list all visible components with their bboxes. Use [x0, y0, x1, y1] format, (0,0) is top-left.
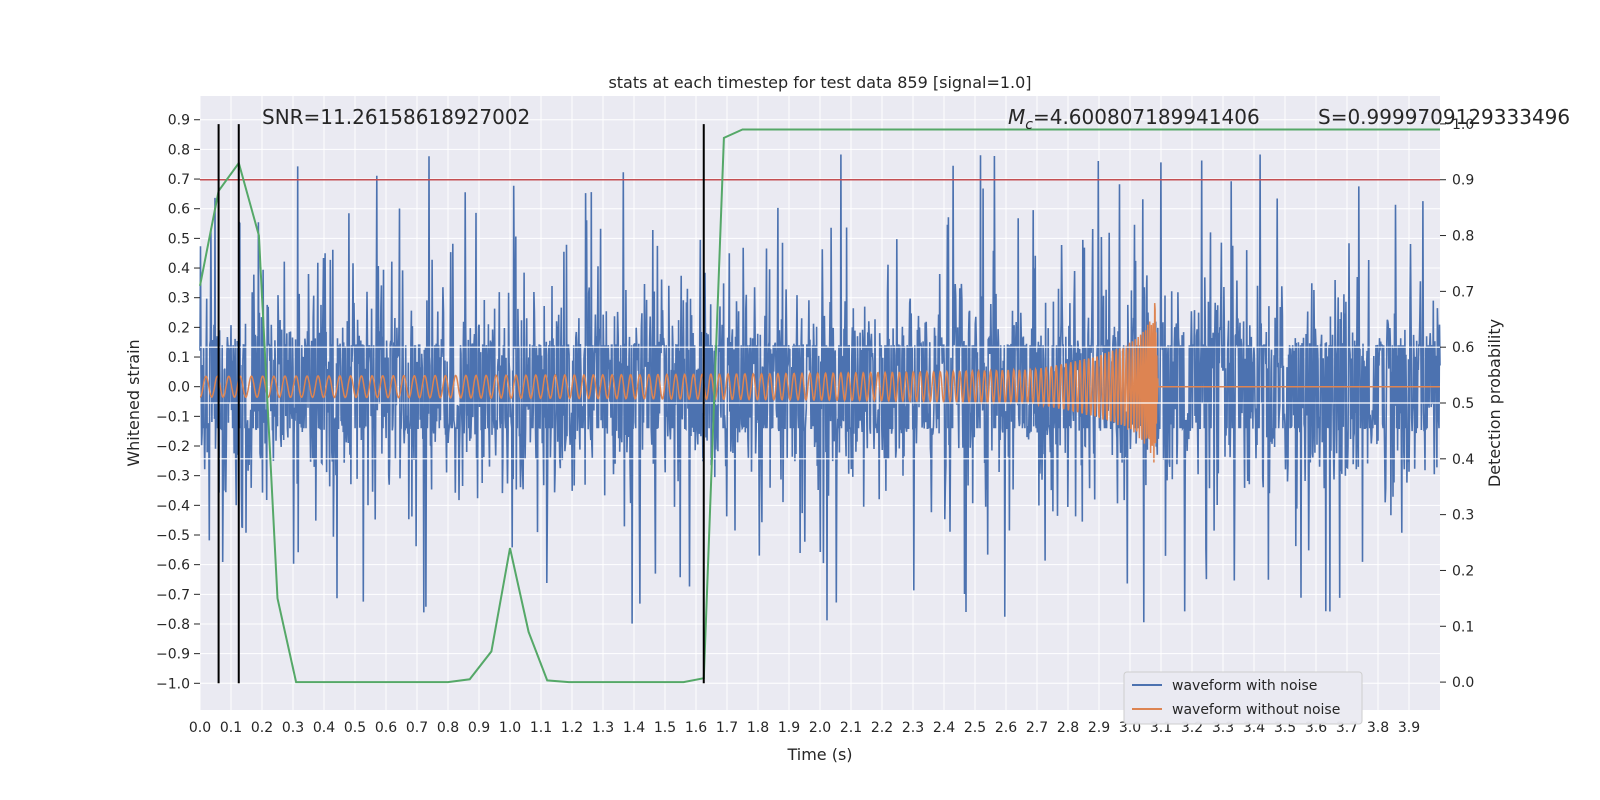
y2-tick-label-0-1: 0.1: [1452, 619, 1474, 635]
x-tick-label-2-5: 2.5: [964, 720, 986, 736]
y2-tick-label-0-4: 0.4: [1452, 452, 1474, 468]
x-tick-label-2-0: 2.0: [809, 720, 831, 736]
x-tick-label-1-7: 1.7: [716, 720, 738, 736]
y2-tick-label-1-0: 1.0: [1452, 117, 1474, 133]
x-tick-label-0-2: 0.2: [251, 720, 273, 736]
y-axis-ticks: 0.9 0.8 0.7 0.6 0.5 0.4 0.3 0.2 0.1 0.0 −0.1 −0.2 −0…: [156, 113, 200, 692]
y-tick-label-minus0-3: −0.3: [156, 469, 190, 485]
y2-tick-label-0-0: 0.0: [1452, 675, 1474, 691]
legend-label-clean: waveform without noise: [1172, 702, 1340, 718]
x-tick-label-2-1: 2.1: [840, 720, 862, 736]
vertical-markers: [217, 124, 705, 684]
x-tick-label-1-8: 1.8: [747, 720, 769, 736]
series-waveform-without-noise: [199, 303, 1440, 463]
y2-tick-label-0-6: 0.6: [1452, 340, 1474, 356]
x-axis-label: Time (s): [786, 745, 852, 764]
x-tick-label-2-3: 2.3: [902, 720, 924, 736]
x-tick-label-1-3: 1.3: [592, 720, 614, 736]
x-tick-label-0-8: 0.8: [437, 720, 459, 736]
legend-label-noise: waveform with noise: [1172, 678, 1317, 694]
y-tick-label-minus0-7: −0.7: [156, 587, 190, 603]
y2-tick-label-0-8: 0.8: [1452, 229, 1474, 245]
mc-subscript: c: [1025, 117, 1033, 133]
x-tick-label-2-2: 2.2: [871, 720, 893, 736]
y-tick-label-minus0-9: −0.9: [156, 647, 190, 663]
y-tick-label-minus0-2: −0.2: [156, 439, 190, 455]
y2-tick-label-0-3: 0.3: [1452, 508, 1474, 524]
y-tick-label-minus1-0: −1.0: [156, 676, 190, 692]
mc-symbol: M: [1008, 105, 1025, 129]
y2-axis-ticks: 1.0 0.9 0.8 0.7 0.6 0.5 0.4 0.3 0.2 0.1 0.0: [1440, 117, 1474, 691]
y2-tick-label-0-2: 0.2: [1452, 563, 1474, 579]
x-tick-label-1-0: 1.0: [499, 720, 521, 736]
noise-waveform-line: [199, 154, 1441, 624]
y-tick-label-0-7: 0.7: [168, 172, 190, 188]
y2-tick-label-0-5: 0.5: [1452, 396, 1474, 412]
s-annotation: S=0.9999709129333496: [1318, 105, 1570, 129]
x-tick-label-3-8: 3.8: [1367, 720, 1389, 736]
y2-axis-label: Detection probability: [1485, 319, 1504, 487]
x-tick-label-0-7: 0.7: [406, 720, 428, 736]
y-tick-label-0-0: 0.0: [168, 380, 190, 396]
x-tick-label-0-4: 0.4: [313, 720, 335, 736]
y-tick-label-0-6: 0.6: [168, 202, 190, 218]
x-tick-label-1-1: 1.1: [530, 720, 552, 736]
y-tick-label-0-2: 0.2: [168, 320, 190, 336]
y-tick-label-0-8: 0.8: [168, 142, 190, 158]
y-tick-label-minus0-1: −0.1: [156, 409, 190, 425]
y-tick-label-0-9: 0.9: [168, 113, 190, 129]
legend-box: [1123, 671, 1363, 725]
x-tick-label-1-9: 1.9: [778, 720, 800, 736]
x-tick-label-0-3: 0.3: [282, 720, 304, 736]
x-tick-label-1-5: 1.5: [654, 720, 676, 736]
y-axis-label: Whitened strain: [124, 339, 143, 466]
chart-title: stats at each timestep for test data 859…: [608, 73, 1031, 92]
probability-line: [199, 128, 1440, 684]
x-tick-label-2-4: 2.4: [933, 720, 955, 736]
x-tick-label-0-0: 0.0: [189, 720, 211, 736]
x-tick-label-1-6: 1.6: [685, 720, 707, 736]
x-tick-label-3-9: 3.9: [1398, 720, 1420, 736]
y-tick-label-0-5: 0.5: [168, 231, 190, 247]
x-tick-label-0-5: 0.5: [344, 720, 366, 736]
y2-tick-label-0-7: 0.7: [1452, 284, 1474, 300]
y-tick-label-0-3: 0.3: [168, 291, 190, 307]
clean-waveform-line: [199, 303, 1440, 463]
y2-tick-label-0-9: 0.9: [1452, 173, 1474, 189]
y-tick-label-minus0-8: −0.8: [156, 617, 190, 633]
y-tick-label-minus0-5: −0.5: [156, 528, 190, 544]
mc-value: =4.600807189941406: [1033, 105, 1260, 129]
x-tick-label-0-9: 0.9: [468, 720, 490, 736]
x-tick-label-2-9: 2.9: [1088, 720, 1110, 736]
y-tick-label-minus0-6: −0.6: [156, 558, 190, 574]
y-tick-label-0-4: 0.4: [168, 261, 190, 277]
series-waveform-with-noise: [199, 154, 1441, 624]
x-tick-label-2-6: 2.6: [995, 720, 1017, 736]
snr-annotation: SNR=11.26158618927002: [262, 105, 530, 129]
y-tick-label-0-1: 0.1: [168, 350, 190, 366]
x-tick-label-2-8: 2.8: [1057, 720, 1079, 736]
x-axis-ticks: 0.0 0.1 0.2 0.3 0.4 0.5 0.6 0.7 0.8 0.9 1.0 1.1 1.2 1…: [189, 720, 1420, 736]
x-tick-label-2-7: 2.7: [1026, 720, 1048, 736]
y-tick-label-minus0-4: −0.4: [156, 498, 190, 514]
x-tick-label-1-4: 1.4: [623, 720, 645, 736]
x-tick-label-1-2: 1.2: [561, 720, 583, 736]
series-detection-probability: [199, 128, 1440, 684]
x-tick-label-0-6: 0.6: [375, 720, 397, 736]
mc-annotation: Mc=4.600807189941406: [1008, 105, 1260, 133]
x-tick-label-0-1: 0.1: [220, 720, 242, 736]
legend: waveform with noise waveform without noi…: [1123, 671, 1363, 725]
horizontal-reference-lines: [200, 346, 1440, 460]
